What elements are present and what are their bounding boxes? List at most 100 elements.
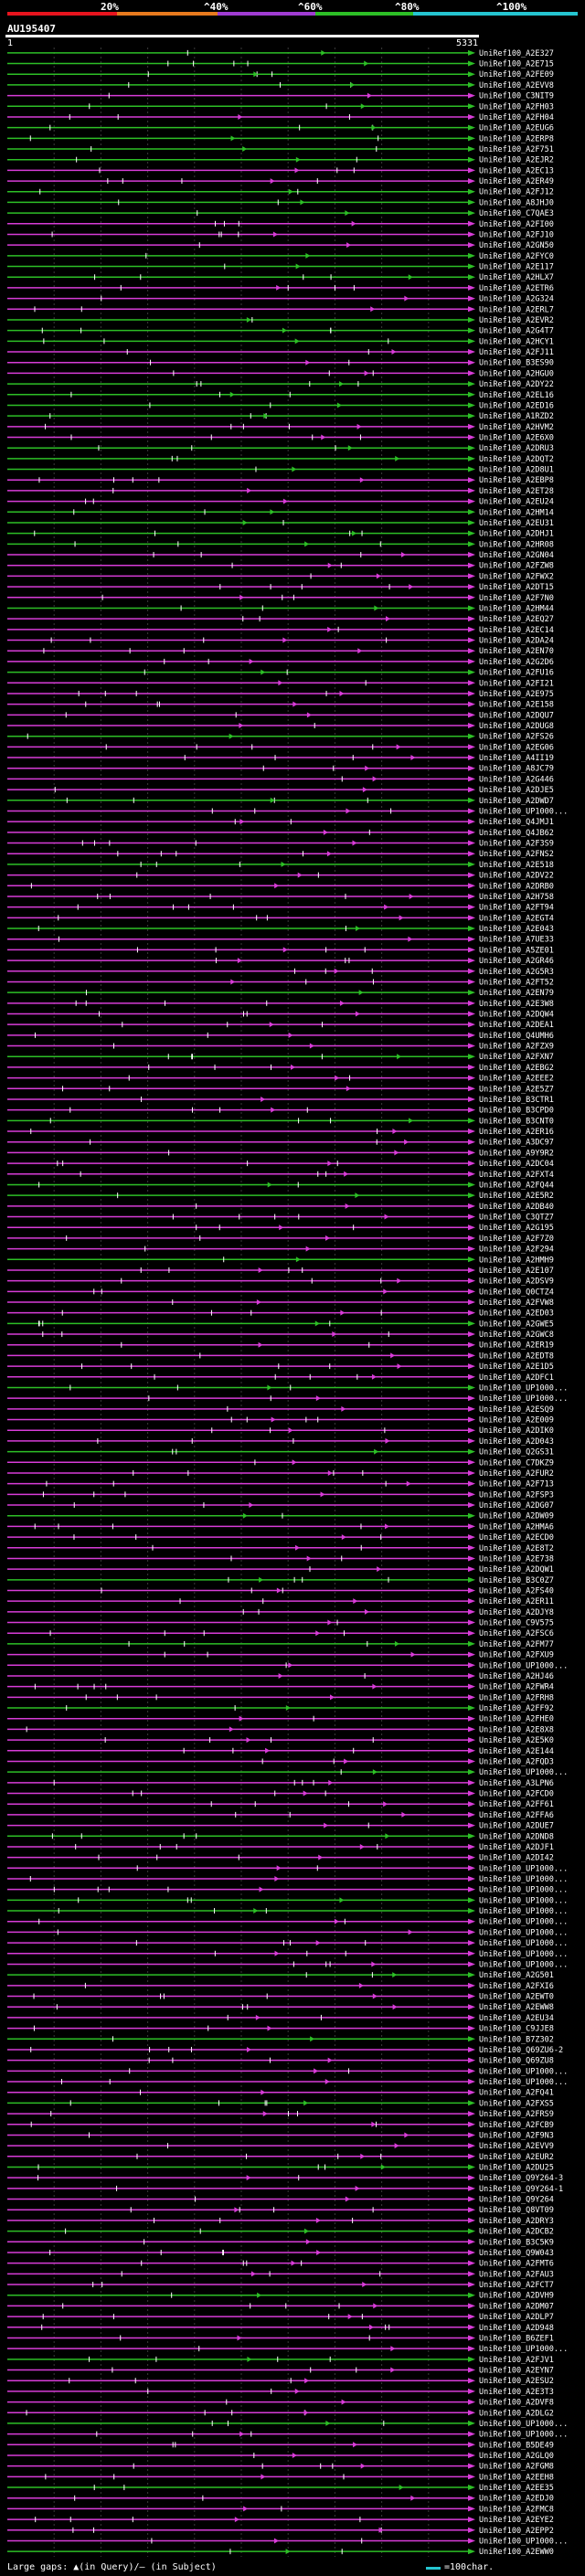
hit-label: UniRef100_A2E1D5 [479, 1362, 554, 1372]
hit-arrow [468, 167, 475, 174]
hit-label: UniRef100_UP1000... [479, 1394, 568, 1404]
legend-label-100: ^100% [496, 1, 527, 13]
hit-arrow [468, 295, 475, 302]
hit-label: UniRef100_B6ZEF1 [479, 2334, 554, 2343]
hit-arrow [468, 1619, 475, 1626]
hit-label: UniRef100_UP1000... [479, 1896, 568, 1905]
hit-label: UniRef100_A2ER19 [479, 1341, 554, 1351]
hit-label: UniRef100_A8JHJ0 [479, 198, 554, 207]
hit-arrow [468, 1000, 475, 1006]
hit-marker [346, 808, 351, 814]
hit-label: UniRef100_A2DY22 [479, 380, 554, 389]
hit-arrow [468, 1950, 475, 1956]
hit-arrow [468, 274, 475, 281]
hit-label: UniRef100_A8JC79 [479, 765, 554, 774]
hit-marker [292, 701, 298, 707]
hit-marker [288, 1662, 293, 1669]
hit-marker [325, 2420, 331, 2426]
hit-arrow [468, 1459, 475, 1466]
hit-marker [384, 904, 389, 910]
hit-arrow [468, 1064, 475, 1070]
hit-arrow [468, 1448, 475, 1455]
hit-label: UniRef100_A2DJE5 [479, 786, 554, 795]
hit-label: UniRef100_A2E3W8 [479, 1000, 554, 1009]
hit-arrow [468, 1256, 475, 1263]
hit-marker [272, 231, 278, 238]
hit-marker [394, 1150, 399, 1156]
hit-marker [330, 1694, 335, 1701]
hit-marker [386, 616, 391, 622]
hit-arrow [468, 1427, 475, 1434]
hit-arrow [468, 1161, 475, 1167]
hit-marker [372, 1769, 378, 1776]
hit-label: UniRef100_C9JJE8 [479, 2025, 554, 2034]
hit-arrow [468, 893, 475, 899]
hit-marker [295, 1544, 301, 1551]
hit-marker [237, 958, 242, 964]
hit-marker [410, 1651, 416, 1658]
hit-arrow [468, 1865, 475, 1871]
hit-marker [229, 391, 235, 398]
hit-label: UniRef100_A2EG06 [479, 743, 554, 752]
hit-label: UniRef100_A2DVF8 [479, 2399, 554, 2408]
hit-marker [304, 541, 310, 547]
hit-label: UniRef100_A2HGU0 [479, 369, 554, 378]
hit-label: UniRef100_Q9Y264 [479, 2196, 554, 2205]
hit-label: UniRef100_A2DLG2 [479, 2409, 554, 2418]
hit-arrow [468, 1235, 475, 1241]
hit-marker [321, 49, 326, 56]
hit-label: UniRef100_A2F3S9 [479, 840, 554, 849]
hit-label: UniRef100_A2ED03 [479, 1309, 554, 1319]
hit-label: UniRef100_C9V575 [479, 1619, 554, 1628]
hit-arrow [468, 1715, 475, 1722]
hit-arrow [468, 1502, 475, 1509]
hit-arrow [468, 2463, 475, 2469]
hit-marker [229, 1726, 234, 1733]
hit-label: UniRef100_A2DSV9 [479, 1277, 554, 1287]
hit-label: UniRef100_A2DEA1 [479, 1021, 554, 1030]
hit-marker [273, 2538, 279, 2544]
hit-label: UniRef100_A2DA24 [479, 637, 554, 646]
hit-arrow [468, 1651, 475, 1658]
hit-arrow [468, 2228, 475, 2234]
hit-arrow [468, 2249, 475, 2255]
hit-label: UniRef100_A2ER49 [479, 177, 554, 186]
hit-arrow [468, 1972, 475, 1978]
hit-marker [377, 1566, 382, 1573]
hit-label: UniRef100_B5DE49 [479, 2441, 554, 2450]
hit-label: UniRef100_A2DG07 [479, 1501, 554, 1511]
hit-arrow [468, 188, 475, 195]
hit-arrow [468, 242, 475, 249]
hit-arrow [468, 2025, 475, 2031]
hit-marker [383, 1288, 388, 1295]
hit-label: UniRef100_A2F713 [479, 1480, 554, 1489]
hit-marker [383, 1801, 388, 1807]
hit-label: UniRef100_Q9W043 [479, 2249, 554, 2258]
hit-label: UniRef100_UP1000... [479, 1950, 568, 1959]
hit-label: UniRef100_A2EEE2 [479, 1075, 554, 1084]
hit-arrow [468, 2068, 475, 2074]
legend-swatch-red [7, 12, 117, 16]
hit-label: UniRef100_A5ZE01 [479, 946, 554, 955]
hit-marker [399, 915, 404, 921]
hit-marker [261, 2474, 266, 2480]
hit-arrow [468, 2036, 475, 2042]
query-name: AU195407 [7, 23, 56, 35]
hit-marker [327, 1469, 333, 1476]
hit-marker [327, 626, 333, 632]
hit-label: UniRef100_A2E5Z7 [479, 1085, 554, 1094]
hit-marker [242, 146, 248, 153]
hit-marker [355, 1193, 360, 1199]
hit-marker [255, 2014, 261, 2020]
hit-marker [291, 2260, 296, 2266]
hit-label: UniRef100_A2DB40 [479, 1203, 554, 1212]
hit-label: UniRef100_B7Z302 [479, 2035, 554, 2044]
hit-arrow [468, 2271, 475, 2277]
hit-marker [408, 936, 413, 942]
hit-marker [404, 1139, 410, 1145]
hit-arrow [468, 680, 475, 686]
hit-arrow [468, 904, 475, 910]
hit-marker [253, 71, 259, 78]
hit-marker [327, 1161, 333, 1167]
hit-label: UniRef100_A2EUR2 [479, 2153, 554, 2162]
